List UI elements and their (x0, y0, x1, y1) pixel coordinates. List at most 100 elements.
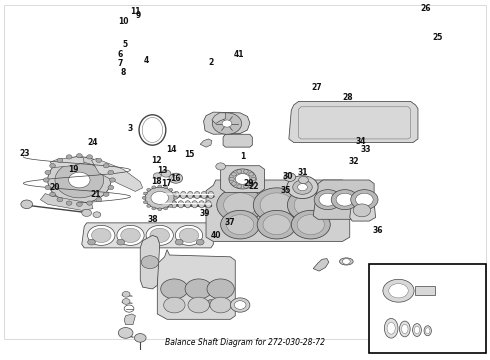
Circle shape (230, 298, 250, 312)
Circle shape (287, 176, 318, 199)
Circle shape (356, 193, 373, 206)
Circle shape (118, 328, 133, 338)
Text: 15: 15 (184, 150, 194, 159)
Circle shape (158, 185, 162, 188)
Polygon shape (50, 157, 84, 167)
Circle shape (175, 239, 183, 245)
Circle shape (172, 192, 176, 195)
Circle shape (175, 225, 202, 246)
Circle shape (88, 225, 115, 246)
Circle shape (152, 186, 156, 189)
Text: 30: 30 (283, 172, 293, 181)
Circle shape (249, 182, 254, 185)
Text: 20: 20 (49, 183, 60, 192)
Ellipse shape (201, 192, 207, 199)
Text: Balance Shaft Diagram for 272-030-28-72: Balance Shaft Diagram for 272-030-28-72 (165, 338, 325, 347)
Circle shape (122, 292, 130, 297)
Text: 17: 17 (161, 179, 171, 188)
Circle shape (189, 300, 199, 307)
Ellipse shape (399, 321, 410, 337)
Text: 12: 12 (151, 156, 162, 165)
Circle shape (237, 185, 242, 188)
Circle shape (297, 215, 324, 235)
Text: 39: 39 (200, 210, 210, 219)
Text: 32: 32 (348, 157, 359, 166)
Circle shape (189, 284, 199, 291)
Circle shape (217, 188, 264, 222)
Polygon shape (40, 194, 93, 210)
Text: 41: 41 (234, 50, 245, 59)
Circle shape (144, 201, 147, 204)
Circle shape (291, 210, 330, 239)
Ellipse shape (340, 258, 353, 265)
Circle shape (336, 193, 354, 206)
Ellipse shape (205, 201, 211, 208)
Circle shape (108, 170, 114, 175)
Text: 11: 11 (130, 6, 141, 15)
Polygon shape (203, 112, 250, 134)
Bar (415, 286, 435, 295)
Circle shape (57, 158, 63, 162)
Circle shape (146, 239, 154, 245)
Circle shape (134, 334, 146, 342)
Text: 1: 1 (240, 152, 245, 161)
Circle shape (353, 204, 371, 217)
Text: 25: 25 (432, 33, 442, 42)
Ellipse shape (167, 192, 172, 199)
Circle shape (92, 228, 111, 243)
Circle shape (169, 173, 183, 183)
Circle shape (331, 190, 359, 210)
Circle shape (298, 176, 308, 184)
Circle shape (88, 239, 96, 245)
Circle shape (76, 154, 82, 158)
Circle shape (206, 300, 216, 307)
Circle shape (169, 188, 172, 191)
Circle shape (144, 192, 147, 195)
Text: 27: 27 (312, 83, 322, 92)
Polygon shape (140, 235, 160, 289)
Circle shape (117, 225, 144, 246)
Circle shape (96, 198, 102, 202)
Polygon shape (212, 113, 225, 123)
Circle shape (220, 300, 229, 307)
Circle shape (172, 175, 180, 181)
Ellipse shape (387, 322, 395, 334)
Text: 7: 7 (117, 59, 122, 68)
Circle shape (172, 300, 182, 307)
Circle shape (294, 193, 327, 217)
Circle shape (147, 188, 150, 191)
Circle shape (164, 297, 185, 313)
Circle shape (263, 215, 290, 235)
Text: 34: 34 (356, 137, 366, 146)
Circle shape (288, 188, 334, 222)
Circle shape (150, 228, 170, 243)
Circle shape (210, 297, 231, 313)
Circle shape (253, 188, 300, 222)
Circle shape (122, 298, 130, 304)
Ellipse shape (192, 201, 197, 208)
Polygon shape (92, 158, 143, 192)
Text: 22: 22 (248, 182, 259, 191)
Circle shape (103, 163, 109, 168)
Circle shape (69, 172, 90, 188)
Circle shape (152, 207, 156, 210)
Circle shape (117, 239, 124, 245)
Polygon shape (124, 314, 135, 325)
Text: 9: 9 (135, 11, 141, 20)
Circle shape (223, 193, 257, 217)
Circle shape (145, 187, 174, 208)
Ellipse shape (402, 324, 408, 334)
Ellipse shape (413, 324, 421, 337)
Text: 19: 19 (68, 165, 79, 174)
Circle shape (96, 158, 102, 162)
Ellipse shape (424, 326, 431, 336)
Circle shape (164, 186, 168, 189)
Circle shape (158, 208, 162, 211)
Polygon shape (157, 249, 235, 319)
Text: 16: 16 (171, 174, 181, 183)
Circle shape (153, 173, 161, 179)
Circle shape (87, 155, 93, 159)
Ellipse shape (384, 319, 398, 338)
Circle shape (161, 279, 188, 299)
Circle shape (220, 210, 260, 239)
